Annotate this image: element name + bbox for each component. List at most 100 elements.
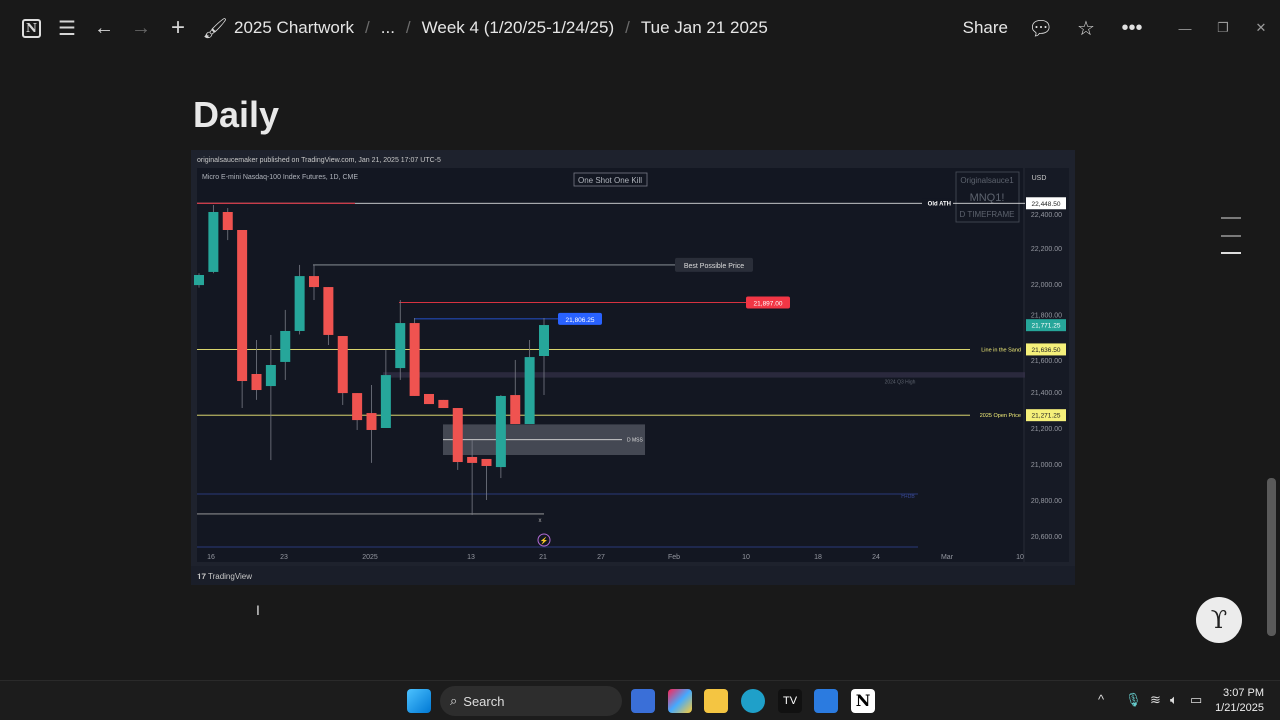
ath-price-badge [1026,197,1066,210]
file-explorer-icon[interactable] [704,689,728,713]
ath-price: 22,448.50 [1032,201,1061,208]
x-tick-label: 27 [597,554,605,561]
close-icon[interactable]: ✕ [1255,20,1267,35]
x-tick-label: 13 [467,554,475,561]
candle-down [424,393,434,405]
level-label: Line in the Sand [981,347,1021,353]
x-tick-label: 24 [872,554,880,561]
best-price-box [675,257,753,272]
x-tick-label: 21 [539,554,547,561]
breadcrumb-chartwork[interactable]: 2025 Chartwork [234,18,355,37]
volume-icon[interactable]: 🔈︎ [1170,692,1178,707]
menu-icon[interactable]: ☰ [58,17,76,40]
current-price: 21,771.25 [1032,323,1061,330]
candle-down [222,212,233,230]
x-tick-label: Feb [668,554,680,561]
clock-date: 1/21/2025 [1215,702,1264,714]
level-price-badge [1026,343,1066,356]
candle-up [524,357,535,425]
y-tick-label: 21,800.00 [1031,313,1062,320]
level-label: 2025 Open Price [980,413,1021,419]
app-icon[interactable] [814,689,838,713]
breadcrumb-ellipsis[interactable]: ... [380,18,395,37]
microphone-icon[interactable]: 🎙︎ [1125,692,1142,707]
taskbar-search[interactable]: ⌕ Search [440,686,622,716]
battery-icon[interactable]: ▭ [1190,692,1203,707]
candle-up [495,395,506,468]
y-tick-label: 21,200.00 [1031,426,1062,433]
notion-taskbar-icon[interactable]: N [851,689,875,713]
y-tick-label: 22,000.00 [1031,282,1062,289]
more-icon[interactable]: ••• [1121,16,1143,39]
best-price-label: Best Possible Price [684,263,744,270]
candle-up [395,323,406,369]
edge-icon[interactable] [741,689,765,713]
y-tick-label: 22,200.00 [1031,246,1062,253]
y-tick-label: 21,600.00 [1031,358,1062,365]
plus-icon[interactable]: + [170,14,185,41]
outline-marker-active[interactable] [1221,252,1241,254]
page-heading: Daily [193,94,280,135]
y-tick-label: 20,600.00 [1031,534,1062,541]
y-tick-label: 22,400.00 [1031,212,1062,219]
candle-up [380,375,391,428]
blue-line-label: H+DB [901,494,915,500]
tradingview-app-icon[interactable]: TV [778,689,802,713]
blue-level-badge [558,312,602,325]
watermark-line3: D TIMEFRAME [960,210,1015,219]
clock[interactable]: 3:07 PM 1/21/2025 [1215,686,1264,716]
event-icon[interactable] [537,533,551,547]
watermark-line2: MNQ1! [970,192,1005,204]
candle-up [265,365,276,387]
candle-down [452,408,463,463]
svg-text:⚡: ⚡ [540,536,549,545]
outline-marker[interactable] [1221,217,1241,219]
paintbrush-emoji-icon: 🖌 [202,17,228,40]
outline-marker[interactable] [1221,235,1241,237]
y-tick-label: 21,000.00 [1031,462,1062,469]
notion-icon[interactable]: N [22,18,41,38]
forward-arrow-icon[interactable]: → [131,16,151,39]
level-price: 21,636.50 [1032,347,1061,354]
minimize-icon[interactable]: — [1178,20,1192,36]
taskbar: ⌕ Search TV N ^ 🎙︎ ≋ 🔈︎ ▭ 3:07 PM 1/21/202… [0,680,1280,720]
x-tick-label: 18 [814,554,822,561]
windows-start-icon[interactable] [407,689,431,713]
comment-icon[interactable]: 💬︎ [1028,17,1054,40]
back-arrow-icon[interactable]: ← [94,16,114,39]
candle-down [481,458,492,466]
copilot-icon[interactable] [668,689,692,713]
notion-ai-button[interactable]: ϒ [1196,597,1242,643]
store-icon[interactable] [631,689,655,713]
candle-down [251,374,262,391]
current-price-badge [1026,319,1066,332]
candle-down [352,393,363,421]
tradingview-chart: originalsaucemaker published on TradingV… [191,150,1075,585]
level-price-badge [1026,409,1066,422]
zone-label: D MSS [627,438,644,444]
chevron-up-icon[interactable]: ^ [1098,692,1105,707]
breadcrumb-week[interactable]: Week 4 (1/20/25-1/24/25) [421,18,615,37]
top-actions: Share 💬︎ ☆ ••• — ❐ ✕ [963,0,1280,56]
star-icon[interactable]: ☆ [1077,17,1095,40]
share-button[interactable]: Share [962,18,1008,37]
clock-time: 3:07 PM [1223,687,1264,699]
wifi-icon[interactable]: ≋ [1150,692,1161,707]
target-price: 21,897.00 [754,301,783,308]
candle-down [510,395,521,425]
candle-down [366,413,377,430]
x-tick-label: 23 [280,554,288,561]
restore-icon[interactable]: ❐ [1217,20,1229,35]
publisher-text: originalsaucemaker published on TradingV… [197,157,441,164]
candle-up [194,275,204,286]
candle-up [539,325,549,356]
level-price: 21,271.25 [1032,413,1061,420]
chart-image[interactable]: originalsaucemaker published on TradingV… [191,150,1075,585]
candle-down [409,323,420,396]
old-ath-label-bg [922,198,953,208]
x-tick-label: Mar [941,554,954,561]
candle-down [309,276,319,288]
breadcrumb-current-page[interactable]: Tue Jan 21 2025 [640,18,768,37]
search-icon: ⌕ [450,693,458,708]
scrollbar[interactable] [1267,478,1276,636]
